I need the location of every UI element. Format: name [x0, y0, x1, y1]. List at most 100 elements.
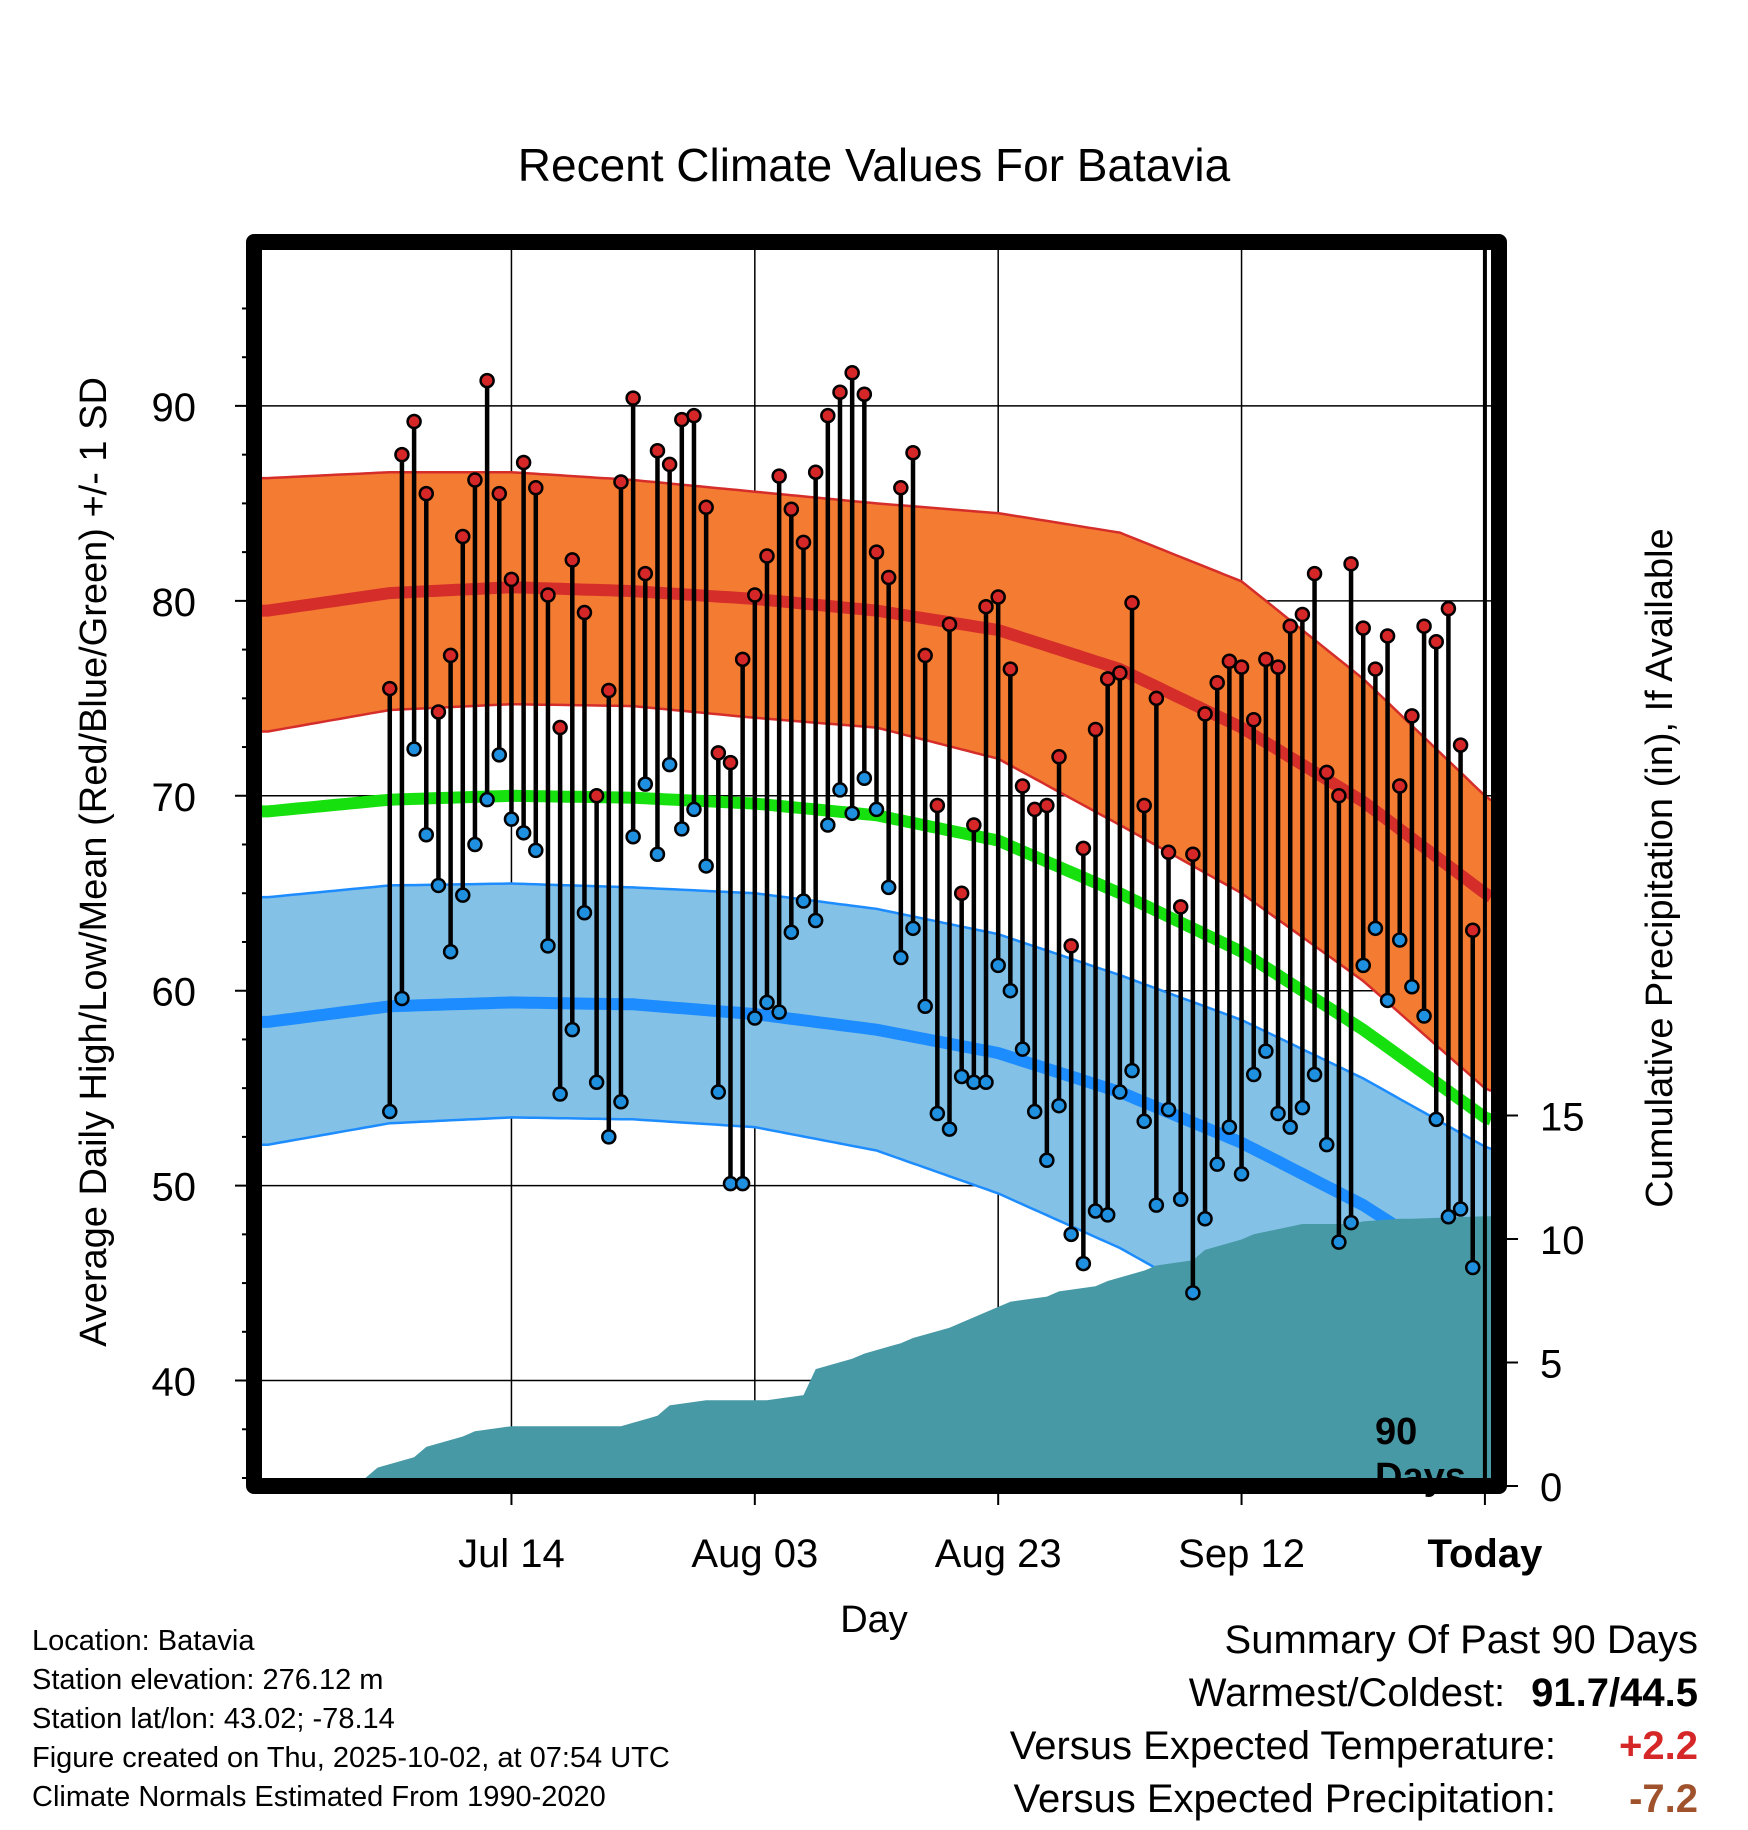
daily-low-point	[637, 776, 654, 792]
daily-high-point	[868, 544, 885, 560]
daily-low-point	[1258, 1043, 1274, 1059]
daily-low-point	[1318, 1136, 1335, 1153]
daily-low-point	[1209, 1156, 1225, 1172]
daily-high-point	[1099, 671, 1116, 687]
normal-low-line	[262, 996, 1491, 1292]
daily-low-point	[734, 1175, 751, 1192]
daily-low-point	[893, 949, 909, 966]
daily-low-point	[1428, 1111, 1444, 1128]
daily-low-point	[905, 920, 921, 937]
warm-cold-value: 91.7/44.5	[1531, 1671, 1698, 1715]
daily-high-point	[1282, 618, 1298, 634]
daily-low-point	[479, 791, 495, 808]
daily-high-point	[1197, 706, 1213, 722]
daily-high-point	[1416, 618, 1432, 634]
daily-high-point	[430, 704, 447, 720]
daily-low-point	[1099, 1207, 1116, 1223]
daily-high-point	[406, 413, 422, 430]
temp-anomaly-value: +2.2	[1619, 1724, 1698, 1768]
daily-high-point	[710, 745, 727, 761]
daily-high-point	[1343, 556, 1359, 572]
x-tick-label: Jul 14	[458, 1532, 565, 1576]
temp-anomaly-label: Versus Expected Temperature:	[1009, 1724, 1556, 1768]
daily-low-point	[625, 828, 641, 845]
axes: 40 50 60 70 80 90 0 5 10 15 Jul 14 Aug 03 Aug 23 Sep …	[152, 307, 1585, 1576]
daily-low-point	[710, 1084, 727, 1100]
y2-tick-label: 15	[1540, 1096, 1585, 1140]
x-tick-label: Sep 12	[1178, 1532, 1305, 1576]
y2-axis-title: Cumulative Precipitation (in), If Availa…	[1639, 528, 1681, 1207]
daily-high-point	[953, 885, 970, 901]
daily-low-point	[1124, 1062, 1140, 1079]
daily-low-point	[1197, 1211, 1213, 1227]
daily-high-point	[1452, 737, 1469, 753]
x-axis-title: Day	[840, 1599, 908, 1641]
daily-high-point	[1428, 634, 1444, 650]
y-tick-label: 50	[152, 1166, 197, 1210]
daily-high-point	[1124, 595, 1140, 611]
daily-high-point	[783, 501, 800, 517]
daily-high-point	[1039, 797, 1055, 814]
daily-high-point	[1014, 778, 1031, 794]
y2-tick-label: 5	[1540, 1343, 1562, 1387]
daily-observations	[382, 365, 1481, 1301]
daily-low-point	[868, 801, 885, 818]
daily-low-point	[698, 858, 714, 874]
daily-high-point	[893, 480, 909, 496]
daily-high-point	[1367, 661, 1384, 677]
location-text: Location: Batavia	[32, 1625, 255, 1657]
daily-low-point	[1343, 1214, 1359, 1231]
daily-high-point	[856, 386, 873, 402]
daily-high-point	[832, 384, 848, 401]
days-unit-label: Days	[1375, 1456, 1466, 1498]
daily-low-point	[613, 1094, 629, 1110]
high-sd-band	[262, 472, 1491, 1091]
daily-low-point	[880, 879, 897, 896]
daily-low-point	[1416, 1008, 1432, 1024]
daily-high-point	[1002, 661, 1019, 677]
daily-low-point	[978, 1074, 994, 1091]
daily-high-point	[625, 390, 641, 406]
daily-low-point	[1051, 1097, 1067, 1114]
daily-low-point	[661, 756, 678, 773]
daily-high-point	[576, 604, 593, 621]
daily-low-point	[759, 994, 775, 1011]
daily-high-point	[880, 569, 897, 586]
daily-high-point	[1440, 600, 1457, 617]
daily-high-point	[807, 464, 824, 480]
daily-low-point	[601, 1129, 617, 1145]
daily-low-point	[540, 938, 556, 954]
daily-high-point	[564, 552, 581, 568]
daily-low-point	[394, 990, 410, 1007]
y-tick-label: 80	[152, 581, 197, 625]
daily-low-point	[503, 811, 520, 827]
daily-low-point	[832, 782, 848, 798]
daily-low-point	[1112, 1084, 1128, 1100]
daily-high-point	[941, 616, 958, 632]
daily-high-point	[966, 817, 982, 833]
daily-high-point	[1221, 653, 1238, 670]
daily-high-point	[467, 472, 483, 488]
daily-high-point	[1391, 778, 1408, 794]
daily-low-point	[564, 1021, 581, 1038]
daily-low-point	[1331, 1234, 1347, 1250]
daily-high-point	[1051, 749, 1067, 765]
daily-high-point	[552, 719, 568, 736]
daily-high-point	[1318, 764, 1335, 781]
daily-high-point	[1136, 797, 1152, 814]
daily-high-point	[601, 682, 617, 699]
latlon-text: Station lat/lon: 43.02; -78.14	[32, 1703, 395, 1735]
y-axis-title: Average Daily High/Low/Mean (Red/Blue/Gr…	[73, 377, 115, 1347]
daily-low-point	[455, 887, 471, 903]
daily-high-point	[455, 528, 471, 545]
daily-high-point	[917, 647, 933, 664]
daily-high-point	[771, 468, 787, 484]
elevation-text: Station elevation: 276.12 m	[32, 1664, 384, 1696]
daily-high-point	[637, 565, 654, 582]
daily-low-point	[795, 893, 812, 909]
daily-low-point	[1294, 1099, 1311, 1116]
daily-low-point	[528, 842, 544, 859]
frame-border	[246, 234, 1507, 1494]
daily-high-point	[1148, 690, 1165, 707]
daily-low-point	[953, 1068, 970, 1085]
